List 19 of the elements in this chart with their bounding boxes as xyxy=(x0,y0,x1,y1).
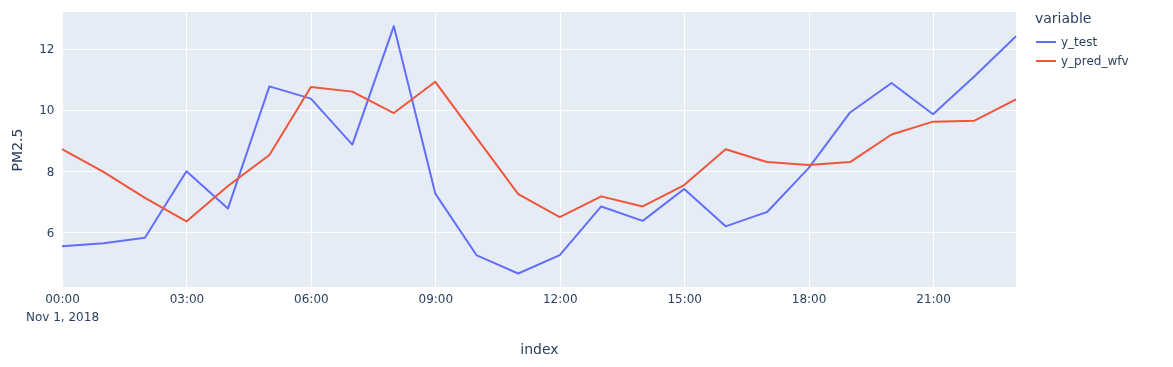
y-axis-title: PM2.5 xyxy=(9,128,26,172)
x-axis-title: index xyxy=(520,340,559,357)
x-tick-label: 12:00 xyxy=(542,291,578,306)
y-tick-label: 8 xyxy=(46,164,55,179)
legend-title: variable xyxy=(1035,10,1092,26)
x-tick-label: 18:00 xyxy=(791,291,827,306)
line-series xyxy=(61,25,1017,275)
x-tick-label: 21:00 xyxy=(916,291,951,306)
legend-label: y_pred_wfv xyxy=(1061,54,1129,68)
line-series xyxy=(61,80,1017,223)
x-tick-label: 09:00 xyxy=(418,291,454,306)
y-tick-label: 10 xyxy=(39,103,55,118)
legend-label: y_test xyxy=(1061,35,1098,49)
y-tick-label: 12 xyxy=(39,42,55,57)
y-tick-label: 6 xyxy=(46,225,55,240)
x-tick-label: 15:00 xyxy=(667,291,702,306)
x-tick-label: 00:00 Nov 1, 2018 xyxy=(25,291,100,324)
x-tick-label: 06:00 xyxy=(294,291,329,306)
x-tick-label: 03:00 xyxy=(169,291,205,306)
